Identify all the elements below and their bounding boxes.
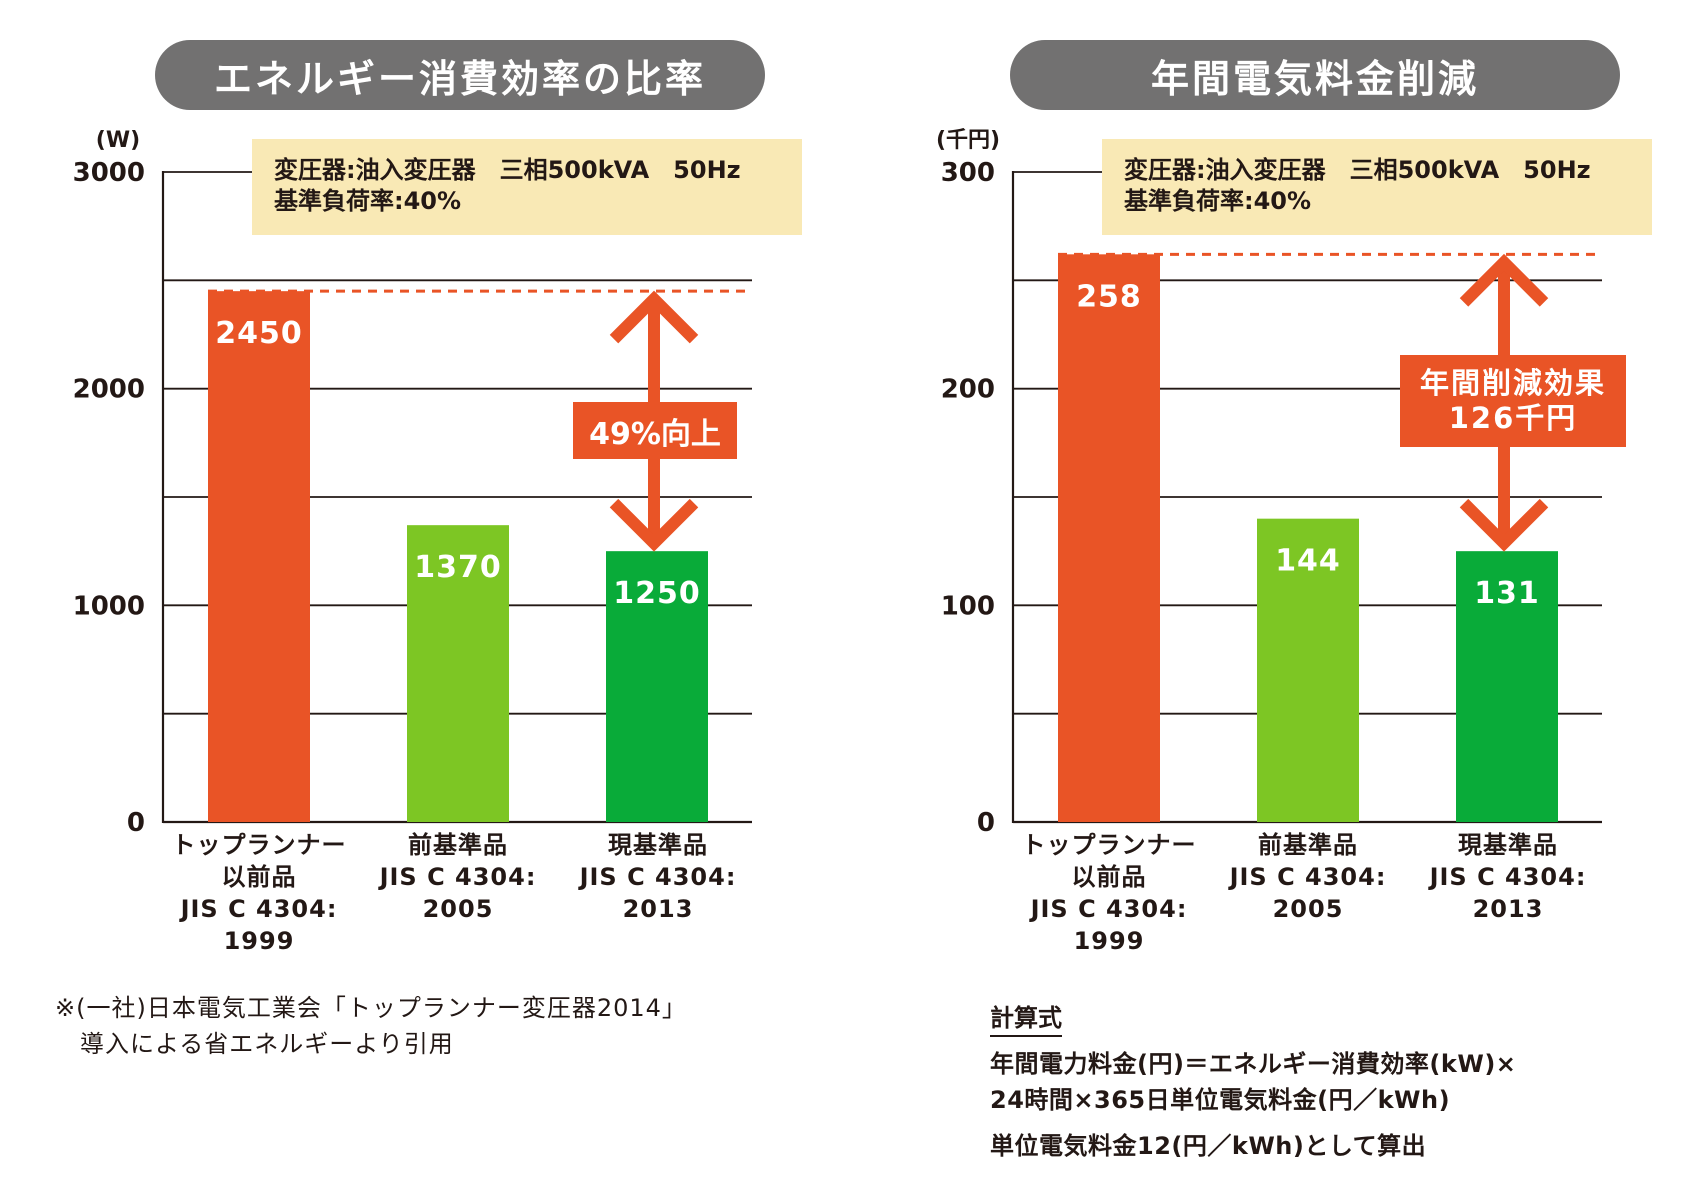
- bar: [1456, 551, 1558, 822]
- category-line: 1999: [223, 927, 295, 955]
- category-line: 前基準品: [408, 831, 508, 859]
- y-tick-label: 200: [941, 375, 995, 405]
- savings-text: 年間削減効果: [1419, 366, 1606, 400]
- bar-value-label: 1250: [613, 576, 701, 611]
- savings-text: 126千円: [1448, 401, 1578, 435]
- category-label: トップランナー 以前品 JIS C 4304: 1999: [1014, 829, 1204, 957]
- bar: [208, 291, 310, 823]
- category-line: 2013: [1472, 895, 1544, 923]
- category-line: JIS C 4304:: [1229, 863, 1387, 891]
- category-line: 以前品: [1071, 863, 1147, 891]
- formula-heading: 計算式: [990, 998, 1062, 1037]
- bar: [407, 525, 509, 822]
- category-line: 2005: [422, 895, 494, 923]
- bar-value-label: 144: [1275, 544, 1341, 579]
- category-line: 1999: [1073, 927, 1145, 955]
- bar-value-label: 2450: [215, 316, 303, 351]
- category-line: JIS C 4304:: [579, 863, 737, 891]
- footnote-line: 導入による省エネルギーより引用: [55, 1030, 454, 1058]
- category-label: 前基準品 JIS C 4304: 2005: [1213, 829, 1403, 925]
- info-line: 変圧器:油入変圧器 三相500kVA 50Hz: [274, 156, 741, 184]
- category-line: JIS C 4304:: [180, 895, 338, 923]
- category-label: 現基準品 JIS C 4304: 2013: [563, 829, 753, 925]
- info-line: 基準負荷率:40%: [1124, 187, 1312, 215]
- category-line: トップランナー: [1021, 831, 1197, 859]
- formula-line: 24時間×365日単位電気料金(円／kWh): [990, 1086, 1451, 1114]
- category-line: 以前品: [221, 863, 297, 891]
- category-line: 現基準品: [1458, 831, 1558, 859]
- category-line: 2013: [622, 895, 694, 923]
- category-label: トップランナー 以前品 JIS C 4304: 1999: [164, 829, 354, 957]
- cost-chart-panel: 年間電気料金削減 0 100 200 300 (千円) 258 144 131 変圧器:油入変…: [850, 0, 1700, 1180]
- bar-value-label: 131: [1474, 576, 1540, 611]
- y-tick-label: 100: [941, 591, 995, 621]
- category-label: 前基準品 JIS C 4304: 2005: [363, 829, 553, 925]
- effect-arrow-head-down: [609, 498, 699, 552]
- source-footnote: ※(一社)日本電気工業会「トップランナー変圧器2014」 導入による省エネルギー…: [55, 990, 687, 1062]
- effect-arrow-head-up: [1459, 253, 1549, 307]
- effect-arrow-head-up: [609, 290, 699, 344]
- improvement-label: 49%向上: [573, 402, 737, 459]
- bar-value-label: 258: [1076, 279, 1142, 314]
- category-line: JIS C 4304:: [379, 863, 537, 891]
- bar-value-label: 1370: [414, 550, 502, 585]
- savings-label: 年間削減効果 126千円: [1400, 355, 1626, 447]
- info-box: 変圧器:油入変圧器 三相500kVA 50Hz 基準負荷率:40%: [252, 139, 802, 235]
- bar: [1257, 518, 1359, 822]
- footnote-line: ※(一社)日本電気工業会「トップランナー変圧器2014」: [55, 994, 687, 1022]
- formula-line: 単位電気料金12(円／kWh)として算出: [990, 1132, 1427, 1160]
- cost-bar-chart: 0 100 200 300 (千円) 258 144 131: [936, 128, 1602, 838]
- bar: [606, 551, 708, 822]
- info-line: 変圧器:油入変圧器 三相500kVA 50Hz: [1124, 156, 1591, 184]
- bar: [1058, 254, 1160, 823]
- category-line: 2005: [1272, 895, 1344, 923]
- info-box: 変圧器:油入変圧器 三相500kVA 50Hz 基準負荷率:40%: [1102, 139, 1652, 235]
- y-tick-label: 2000: [73, 375, 145, 405]
- category-line: トップランナー: [171, 831, 347, 859]
- chart-title: エネルギー消費効率の比率: [155, 40, 765, 110]
- y-unit-label: (千円): [936, 128, 1000, 153]
- effect-arrow-head-down: [1459, 498, 1549, 552]
- y-tick-label: 0: [977, 808, 995, 838]
- y-tick-label: 0: [127, 808, 145, 838]
- category-line: JIS C 4304:: [1429, 863, 1587, 891]
- formula-line: 年間電力料金(円)＝エネルギー消費効率(kW)×: [990, 1050, 1517, 1078]
- info-line: 基準負荷率:40%: [274, 187, 462, 215]
- y-tick-label: 1000: [73, 591, 145, 621]
- category-label: 現基準品 JIS C 4304: 2013: [1413, 829, 1603, 925]
- category-line: 前基準品: [1258, 831, 1358, 859]
- category-line: JIS C 4304:: [1030, 895, 1188, 923]
- chart-title: 年間電気料金削減: [1010, 40, 1620, 110]
- y-tick-label: 300: [941, 158, 995, 188]
- y-tick-label: 3000: [73, 158, 145, 188]
- efficiency-chart-panel: エネルギー消費効率の比率 0 1000 2000 3000 (W) 2450 1370 125…: [55, 40, 802, 1062]
- y-unit-label: (W): [96, 128, 140, 153]
- category-line: 現基準品: [608, 831, 708, 859]
- improvement-text: 49%向上: [589, 416, 721, 452]
